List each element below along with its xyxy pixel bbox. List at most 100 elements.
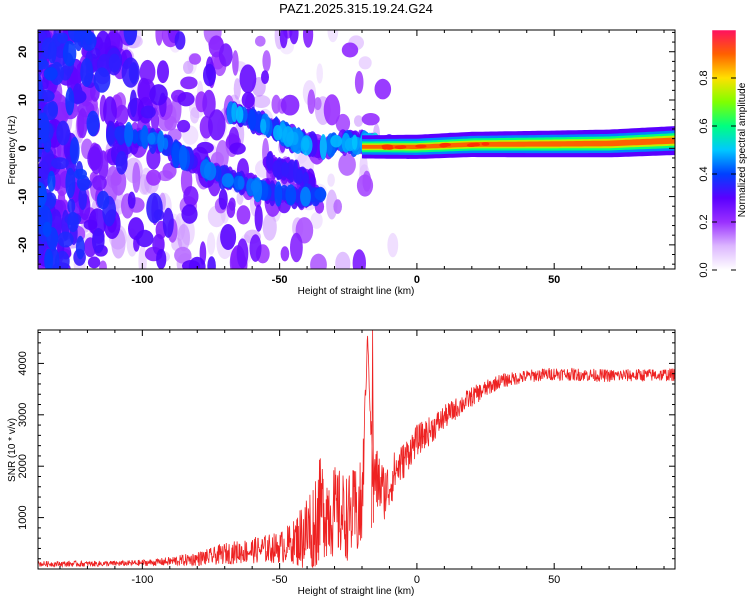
spectrogram-cell xyxy=(127,191,136,209)
spectrogram-cell xyxy=(207,232,216,256)
snr-xtick-label: 0 xyxy=(414,574,420,586)
spectrogram-cell xyxy=(353,115,364,127)
spectrogram-cell xyxy=(183,60,194,74)
spectrogram-cell xyxy=(157,130,165,153)
spectrogram-cell xyxy=(44,248,53,269)
spectrogram-cell xyxy=(135,229,154,248)
colorbar: 0.0 0.2 0.4 0.6 0.8 Normalized spectral ampl… xyxy=(698,29,748,278)
colorbar-tick-label: 0.0 xyxy=(698,262,710,277)
spectrogram-cell xyxy=(203,63,216,87)
spectrogram-cell xyxy=(352,249,366,269)
spectrogram-cell xyxy=(204,162,217,181)
spectrogram-cell xyxy=(218,188,228,210)
spectrogram-cell xyxy=(115,151,128,175)
spectrogram-cell xyxy=(351,134,358,150)
spectrogram-cell xyxy=(252,95,271,108)
spectrogram-cell xyxy=(78,187,87,210)
spectrogram-cell xyxy=(280,246,290,262)
spectrogram-cell xyxy=(69,136,80,165)
spectrogram-cell xyxy=(177,92,195,107)
spectrogram-cell xyxy=(156,248,167,269)
spectrogram-cell xyxy=(252,177,263,203)
spectrogram-cell xyxy=(274,181,283,207)
spectrogram-cell xyxy=(307,89,316,114)
spectrogram-cell xyxy=(207,256,216,269)
spectrogram-cell xyxy=(327,173,335,187)
snr-frame xyxy=(37,329,676,570)
spectrogram-cell xyxy=(330,134,343,148)
spectrogram-cell xyxy=(289,30,299,45)
carrier-hotspot xyxy=(384,146,394,150)
spectrogram-cell xyxy=(132,162,141,193)
spectrogram-cell xyxy=(247,109,257,131)
spectrogram-cell xyxy=(221,173,234,188)
spectrogram-xtick-label: 0 xyxy=(414,274,420,286)
spectrogram-ylabel: Frequency (Hz) xyxy=(7,116,18,185)
spectrogram-cell xyxy=(303,30,314,48)
spectrogram-cell xyxy=(147,132,156,145)
spectrogram-cell xyxy=(164,115,177,131)
spectrogram-cell xyxy=(335,251,351,269)
spectrogram-cell xyxy=(129,89,138,118)
spectrogram-cell xyxy=(146,169,162,186)
spectrogram-cell xyxy=(77,108,88,139)
snr-series-line xyxy=(38,330,675,569)
colorbar-label: Normalized spectral amplitude xyxy=(737,82,748,217)
spectrogram-cell xyxy=(272,160,282,178)
spectrogram-cell xyxy=(281,161,290,177)
spectrogram-cell xyxy=(236,238,249,269)
spectrogram-cell xyxy=(236,106,244,124)
spectrogram-cell xyxy=(47,41,57,64)
spectrogram-cell xyxy=(273,124,283,141)
spectrogram-cell xyxy=(254,35,266,47)
spectrogram-cell xyxy=(38,73,43,105)
spectrogram-cell xyxy=(87,256,101,269)
spectrogram-cell xyxy=(89,47,101,59)
spectrogram-cell xyxy=(110,172,122,186)
spectrogram-cell xyxy=(335,113,351,133)
chart-title: PAZ1.2025.315.19.24.G24 xyxy=(279,1,433,16)
snr-xtick-label: -50 xyxy=(272,574,288,586)
spectrogram-cell xyxy=(80,30,97,51)
spectrogram-cell xyxy=(262,213,277,241)
spectrogram-cell xyxy=(138,245,147,269)
spectrogram-cell xyxy=(302,137,310,152)
spectrogram-cell xyxy=(108,53,121,73)
spectrogram-cell xyxy=(181,204,198,224)
spectrogram-cell xyxy=(80,58,94,87)
spectrogram-cell xyxy=(174,31,186,50)
spectrogram-cell xyxy=(74,168,87,180)
spectrogram-cell xyxy=(47,170,56,192)
spectrogram-cell xyxy=(87,146,102,171)
spectrogram-cell xyxy=(188,256,206,269)
snr-axes: -100 -50 0 50 1000 2000 3000 4000 xyxy=(17,330,675,586)
spectrogram-cell xyxy=(354,70,364,94)
spectrogram-cell xyxy=(174,246,192,264)
spectrogram-cell xyxy=(162,207,174,238)
spectrogram-cell xyxy=(38,112,50,144)
snr-xlabel: Height of straight line (km) xyxy=(298,586,415,597)
spectrogram-cell xyxy=(285,184,297,206)
spectrogram-cell xyxy=(140,105,156,119)
spectrogram-cell xyxy=(237,176,245,190)
spectrogram-cell xyxy=(86,110,100,137)
colorbar-tick-label: 0.6 xyxy=(698,118,710,133)
spectrogram-cell xyxy=(296,169,304,184)
spectrogram-cell xyxy=(241,91,255,109)
snr-xtick-label: -100 xyxy=(131,574,153,586)
spectrogram-cell xyxy=(229,142,246,155)
spectrogram-cell xyxy=(260,118,267,134)
spectrogram-cell xyxy=(196,141,214,154)
spectrogram-cell xyxy=(310,212,323,229)
colorbar-gradient xyxy=(712,30,736,270)
spectrogram-cell xyxy=(155,30,163,46)
spectrogram-xlabel: Height of straight line (km) xyxy=(298,286,415,297)
spectrogram-ytick-label: 10 xyxy=(17,94,29,106)
spectrogram-cell xyxy=(327,30,339,43)
spectrogram-cell xyxy=(319,134,327,160)
spectrogram-cell xyxy=(96,190,110,210)
spectrogram-cell xyxy=(146,192,163,224)
spectrogram-cell xyxy=(65,167,76,199)
spectrogram-cell xyxy=(38,59,49,70)
